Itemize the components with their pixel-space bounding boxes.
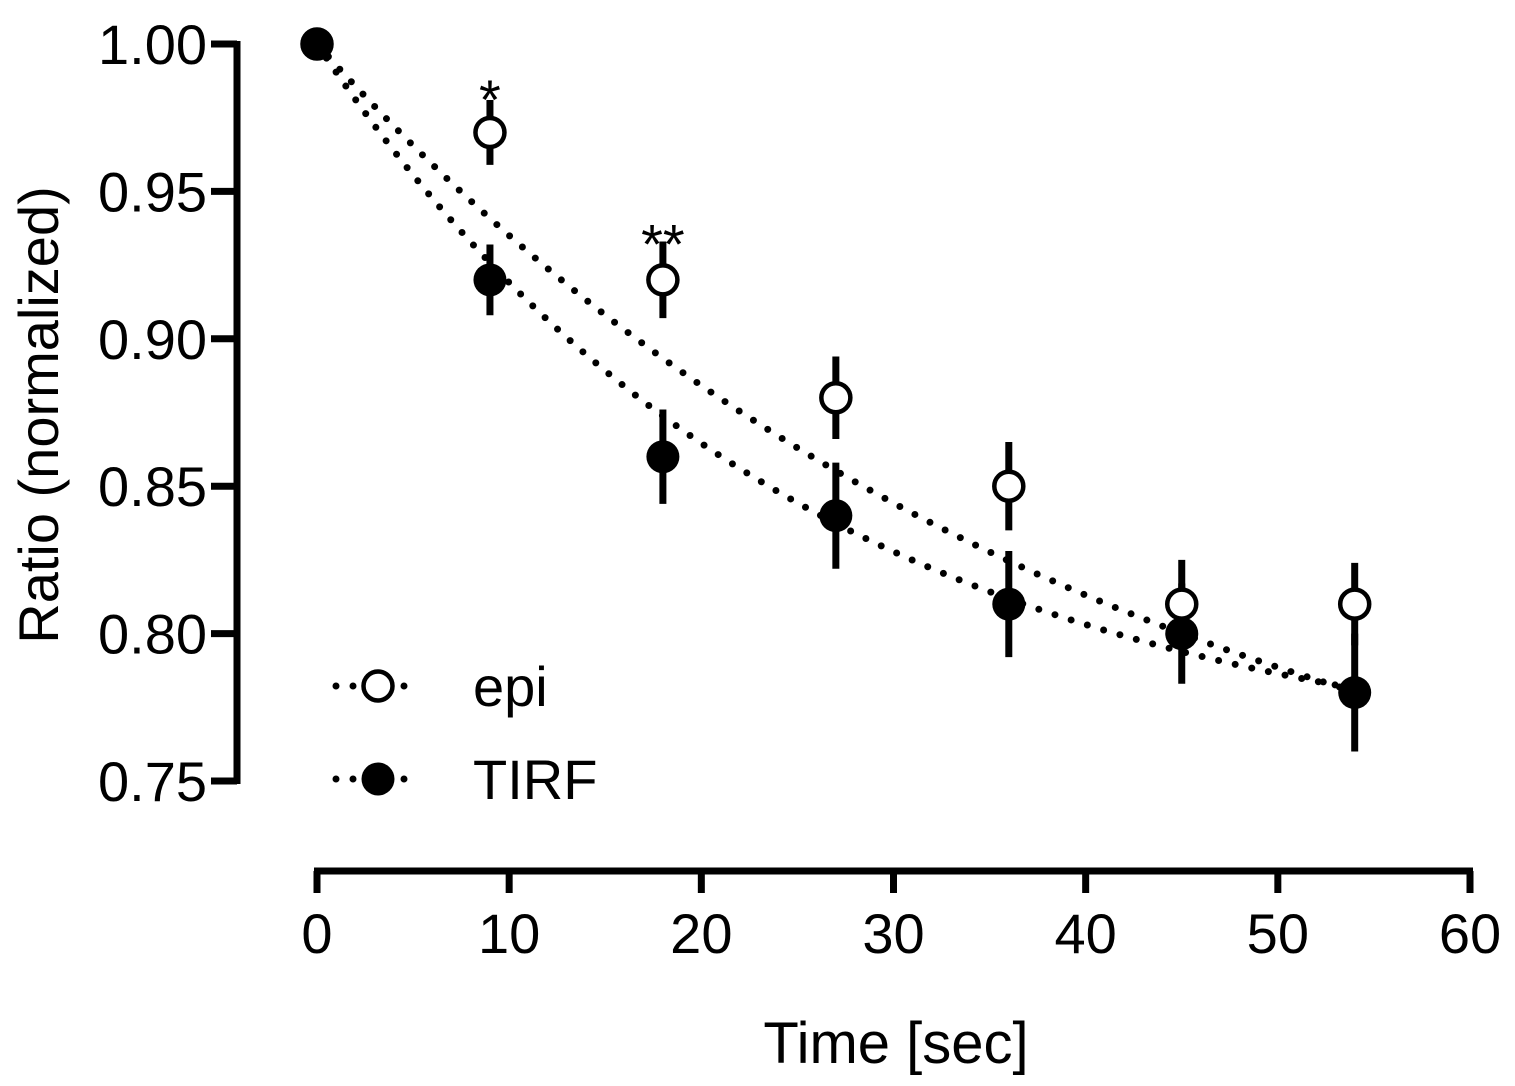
- legend-label: epi: [473, 655, 548, 718]
- data-point-epi: [473, 115, 507, 150]
- x-tick-label: 50: [1247, 902, 1309, 965]
- x-axis: 0 10 20 30 40 50 60: [301, 867, 1501, 965]
- data-point-tirf: [1165, 617, 1199, 651]
- data-point-tirf: [1338, 676, 1372, 710]
- data-point-epi: [819, 381, 853, 415]
- x-tick-label: 30: [862, 902, 924, 965]
- legend-marker-tirf: [361, 762, 395, 796]
- y-tick-label: 0.80: [98, 603, 207, 666]
- legend-item-tirf: TIRF: [332, 748, 597, 811]
- y-tick-label: 0.95: [98, 160, 207, 223]
- data-point-epi: [992, 469, 1026, 503]
- x-tick-label: 0: [301, 902, 332, 965]
- y-axis: 0.75 0.80 0.85 0.90 0.95 1.00: [98, 13, 241, 813]
- significance-annotations: ***: [479, 68, 685, 275]
- data-point-tirf: [819, 499, 853, 533]
- data-point-tirf: [300, 27, 334, 61]
- legend: epi TIRF: [332, 655, 597, 811]
- significance-annotation: *: [479, 68, 501, 131]
- legend-label: TIRF: [473, 748, 597, 811]
- x-axis-title: Time [sec]: [763, 1011, 1028, 1076]
- data-points: [300, 27, 1372, 710]
- x-tick-label: 40: [1055, 902, 1117, 965]
- x-tick-label: 60: [1439, 902, 1501, 965]
- y-axis-title: Ratio (normalized): [7, 186, 70, 644]
- data-point-epi: [1165, 587, 1199, 621]
- legend-item-epi: epi: [332, 655, 548, 718]
- data-point-epi: [646, 263, 680, 297]
- y-tick-label: 0.90: [98, 308, 207, 371]
- data-point-epi: [1337, 587, 1372, 621]
- y-tick-label: 1.00: [98, 13, 207, 76]
- legend-marker-epi: [361, 669, 395, 703]
- data-point-tirf: [646, 440, 680, 474]
- significance-annotation: **: [641, 213, 685, 276]
- y-tick-label: 0.85: [98, 455, 207, 518]
- x-tick-label: 10: [478, 902, 540, 965]
- data-point-tirf: [992, 587, 1026, 621]
- y-tick-label: 0.75: [98, 750, 207, 813]
- x-tick-label: 20: [670, 902, 732, 965]
- error-bars: [486, 100, 1359, 752]
- data-point-tirf: [473, 263, 507, 297]
